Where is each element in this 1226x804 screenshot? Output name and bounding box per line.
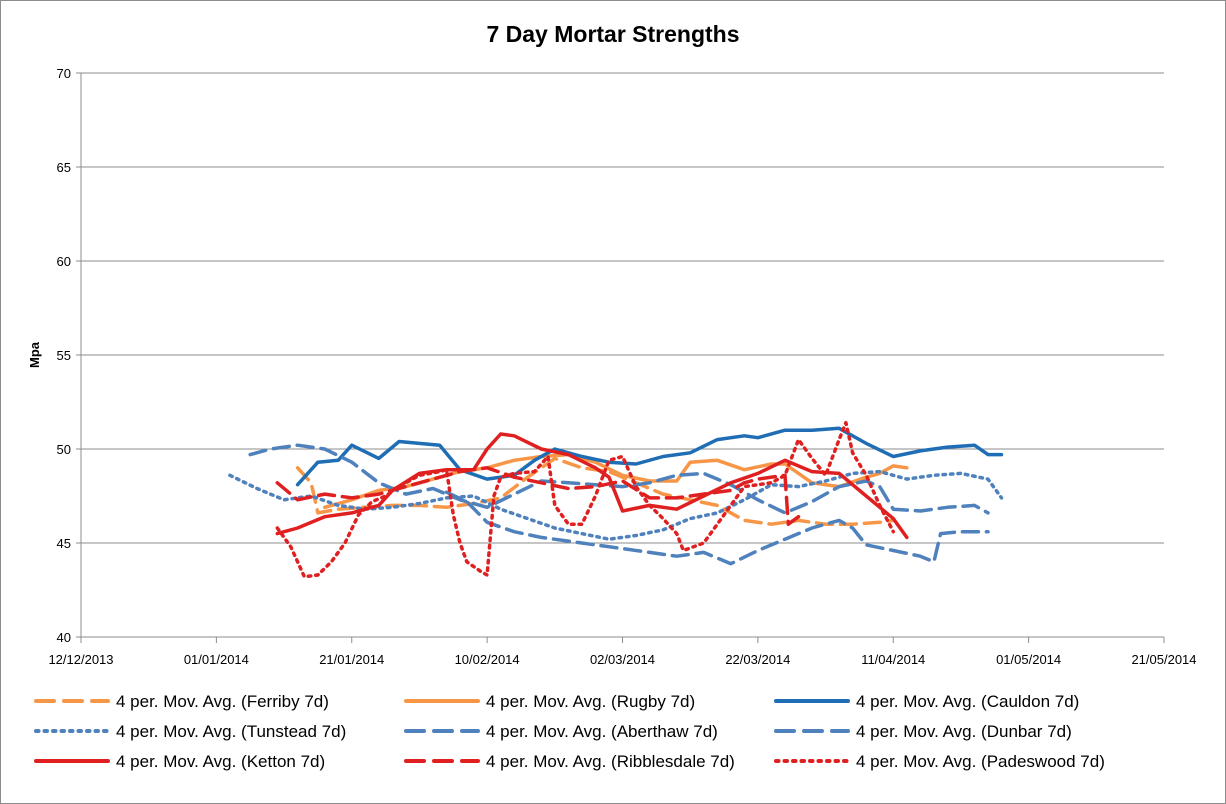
x-tick-label: 10/02/2014 [455,652,520,667]
y-tick-label: 70 [57,66,71,81]
y-tick-label: 40 [57,630,71,645]
legend-entry: 4 per. Mov. Avg. (Ketton 7d) [116,752,325,771]
y-tick-label: 60 [57,254,71,269]
x-tick-label: 01/01/2014 [184,652,249,667]
legend-entry: 4 per. Mov. Avg. (Ferriby 7d) [116,692,329,711]
series-layer [228,420,1004,579]
x-tick-label: 21/05/2014 [1131,652,1196,667]
series-line-4 [228,469,1004,541]
series-line-3 [295,426,1004,487]
legend-entry: 4 per. Mov. Avg. (Cauldon 7d) [856,692,1079,711]
legend-entry: 4 per. Mov. Avg. (Padeswood 7d) [856,752,1105,771]
x-tick-label: 02/03/2014 [590,652,655,667]
y-tick-label: 65 [57,160,71,175]
legend-entry: 4 per. Mov. Avg. (Ribblesdale 7d) [486,752,735,771]
legend-entry: 4 per. Mov. Avg. (Tunstead 7d) [116,722,346,741]
y-axis-label: Mpa [27,341,42,368]
legend-entry: 4 per. Mov. Avg. (Dunbar 7d) [856,722,1072,741]
y-axis-ticks: 40 45 50 55 60 65 70 [57,66,81,645]
x-tick-label: 12/12/2013 [48,652,113,667]
series-line-9 [275,420,896,579]
x-axis-ticks: 12/12/2013 01/01/2014 21/01/2014 10/02/2014… [48,637,1197,667]
gridlines [81,72,1164,544]
y-tick-label: 50 [57,442,71,457]
series-line-5 [444,490,990,566]
series-line-8 [275,466,801,526]
series-line-6 [248,443,990,515]
x-tick-label: 22/03/2014 [725,652,790,667]
y-tick-label: 55 [57,348,71,363]
legend: 4 per. Mov. Avg. (Ferriby 7d) 4 per. Mov.… [34,692,1105,771]
x-tick-label: 21/01/2014 [319,652,384,667]
chart-title: 7 Day Mortar Strengths [486,21,739,47]
x-tick-label: 01/05/2014 [996,652,1061,667]
series-line-7 [275,432,909,540]
y-tick-label: 45 [57,536,71,551]
legend-entry: 4 per. Mov. Avg. (Aberthaw 7d) [486,722,718,741]
legend-entry: 4 per. Mov. Avg. (Rugby 7d) [486,692,695,711]
x-tick-label: 11/04/2014 [861,652,925,667]
